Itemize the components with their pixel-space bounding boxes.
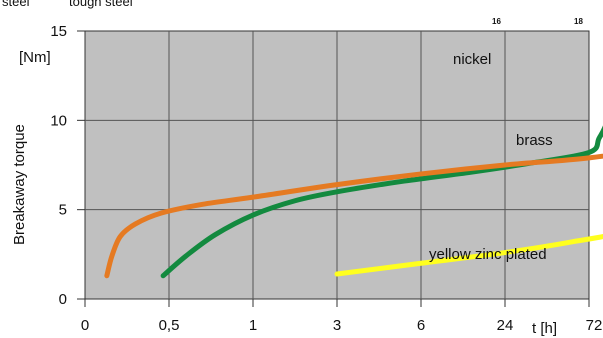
continuation-label-16: 16 [492,17,501,26]
series-line-brass [104,153,603,279]
x-tick-label-5: 24 [497,317,514,334]
series-line-yellow-zinc-plated [334,234,603,277]
x-tick-label-3: 3 [333,317,341,334]
y-axis-unit: [Nm] [19,49,51,66]
series-label-yellow-zinc-plated: yellow zinc plated [429,246,547,263]
x-tick-label-6: 72 [586,317,603,334]
y-axis-title: Breakaway torque [11,124,28,245]
continuation-label-18: 18 [574,17,583,26]
axis-layer: 0 5 10 15 0 0,5 1 3 6 24 72 [50,23,602,334]
y-tick-label-0: 0 [59,291,67,308]
x-tick-label-1: 0,5 [159,317,180,334]
top-text-left: steel [2,0,30,9]
y-tick-label-1: 5 [59,202,67,219]
series-layer [104,125,603,279]
top-text-right: tough steel [69,0,133,9]
x-tick-label-4: 6 [417,317,425,334]
series-label-nickel: nickel [453,51,491,68]
x-axis-title: t [h] [532,320,557,337]
x-tick-label-2: 1 [249,317,257,334]
y-tick-label-3: 15 [50,23,67,40]
x-tick-label-0: 0 [81,317,89,334]
series-label-brass: brass [516,132,553,149]
y-tick-label-2: 10 [50,112,67,129]
